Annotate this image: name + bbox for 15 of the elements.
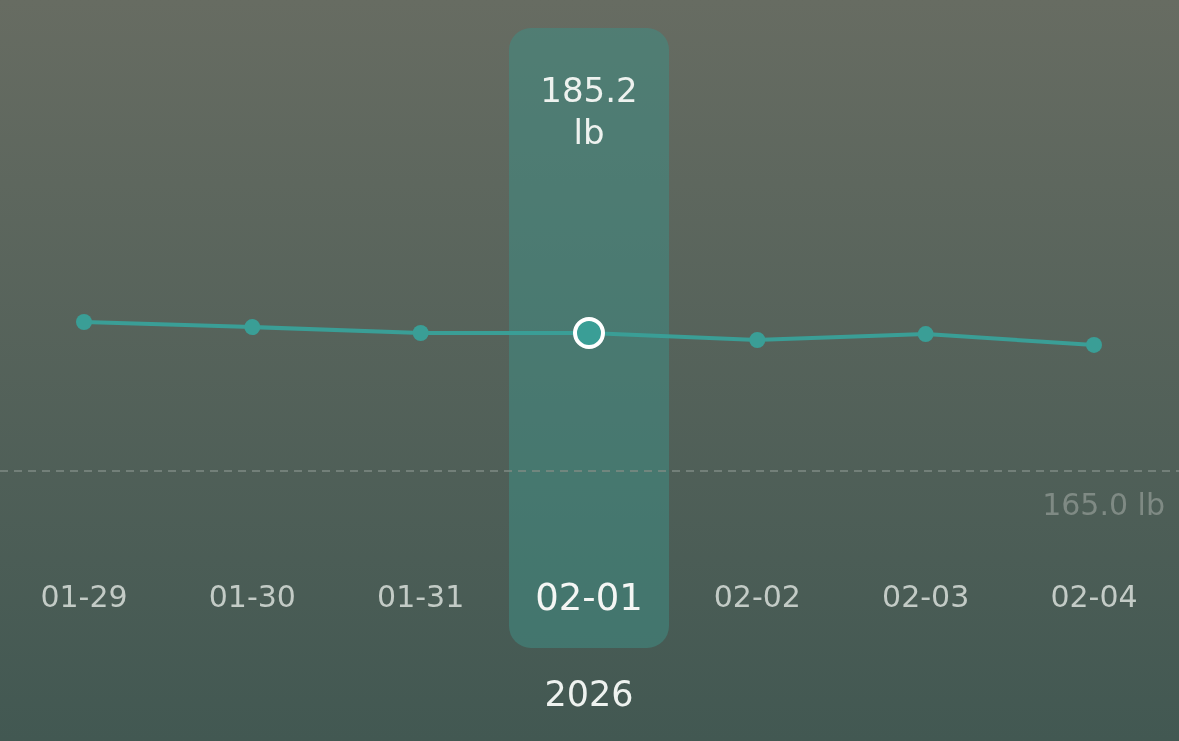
point xyxy=(412,325,429,342)
x-tick-label: 02-04 xyxy=(1050,579,1138,614)
point xyxy=(917,326,934,343)
point xyxy=(749,332,766,349)
point xyxy=(76,314,92,330)
text: 185.2 lb xyxy=(540,70,638,152)
x-tick-label: 02-01 xyxy=(535,576,643,619)
point xyxy=(1086,336,1102,353)
point xyxy=(244,319,261,336)
x-tick-label: 02-02 xyxy=(713,579,801,614)
x-tick-label: 01-31 xyxy=(377,579,465,614)
x-axis-title: 2026 xyxy=(544,674,634,714)
x-tick-label: 01-30 xyxy=(208,579,296,614)
x-tick-label: 01-29 xyxy=(40,579,128,614)
x-tick-label: 02-03 xyxy=(882,579,970,614)
